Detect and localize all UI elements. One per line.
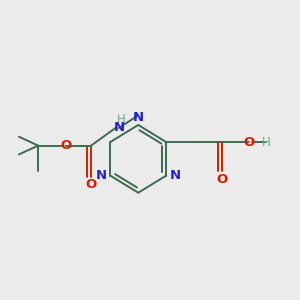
Text: H: H (117, 113, 126, 126)
Text: N: N (113, 122, 124, 134)
Text: H: H (262, 136, 271, 148)
Text: O: O (85, 178, 97, 191)
Text: O: O (217, 173, 228, 186)
Text: N: N (170, 169, 181, 182)
Text: O: O (61, 139, 72, 152)
Text: O: O (243, 136, 254, 148)
Text: N: N (95, 169, 106, 182)
Text: N: N (133, 111, 144, 124)
